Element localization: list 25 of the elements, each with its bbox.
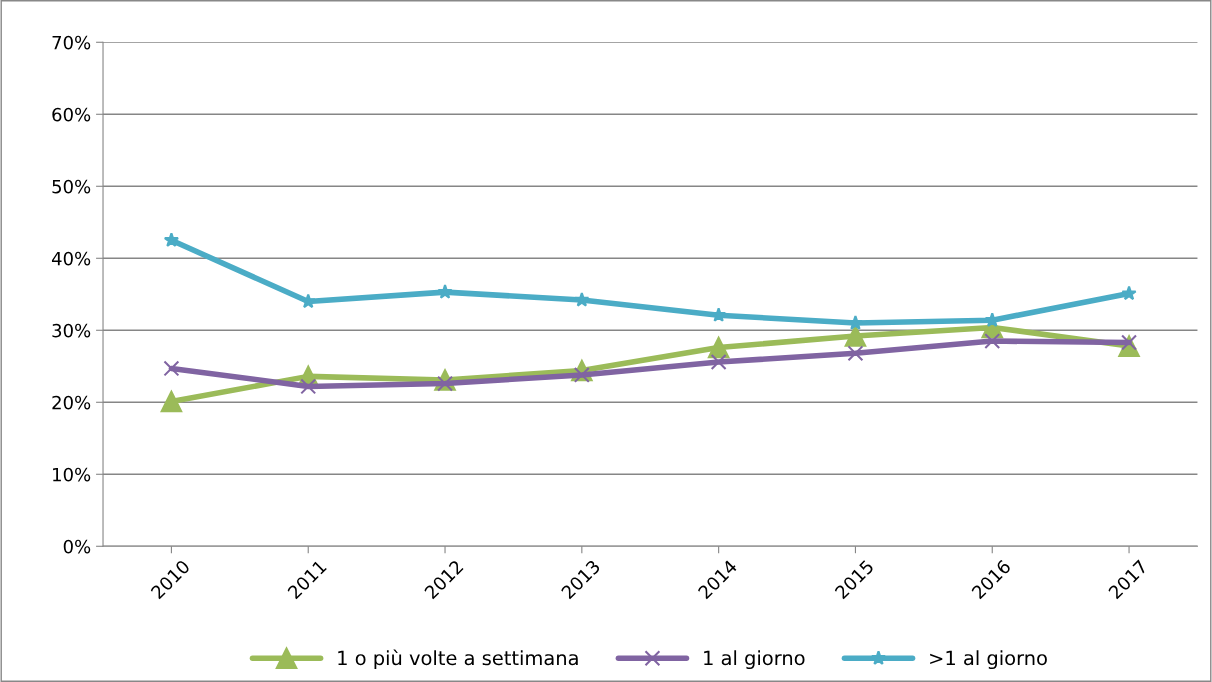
y-tick-label: 40% [51, 251, 91, 266]
point [1121, 285, 1137, 301]
y-tick-label: 10% [53, 467, 91, 482]
y-tick-label: 0% [63, 539, 91, 554]
y-tick-label: 20% [52, 395, 91, 410]
legend-label: 1 al giorno [704, 650, 805, 670]
y-tick-label: 60% [52, 107, 91, 122]
point [847, 345, 864, 362]
legend-label: 1 o più volte a settimana [338, 649, 578, 670]
point [844, 325, 867, 347]
point [710, 353, 727, 370]
y-tick-label: 70% [52, 35, 91, 50]
point [574, 292, 590, 307]
y-tick-label: 50% [52, 179, 91, 194]
point [160, 390, 183, 413]
point [163, 232, 180, 247]
point [984, 312, 1000, 327]
y-tick-label: 30% [52, 323, 91, 338]
legend-label: >1 al giorno [930, 650, 1047, 670]
point [300, 378, 317, 395]
point [163, 360, 180, 377]
point [711, 307, 727, 322]
point [707, 336, 730, 359]
point [984, 333, 1001, 350]
point [437, 284, 453, 299]
